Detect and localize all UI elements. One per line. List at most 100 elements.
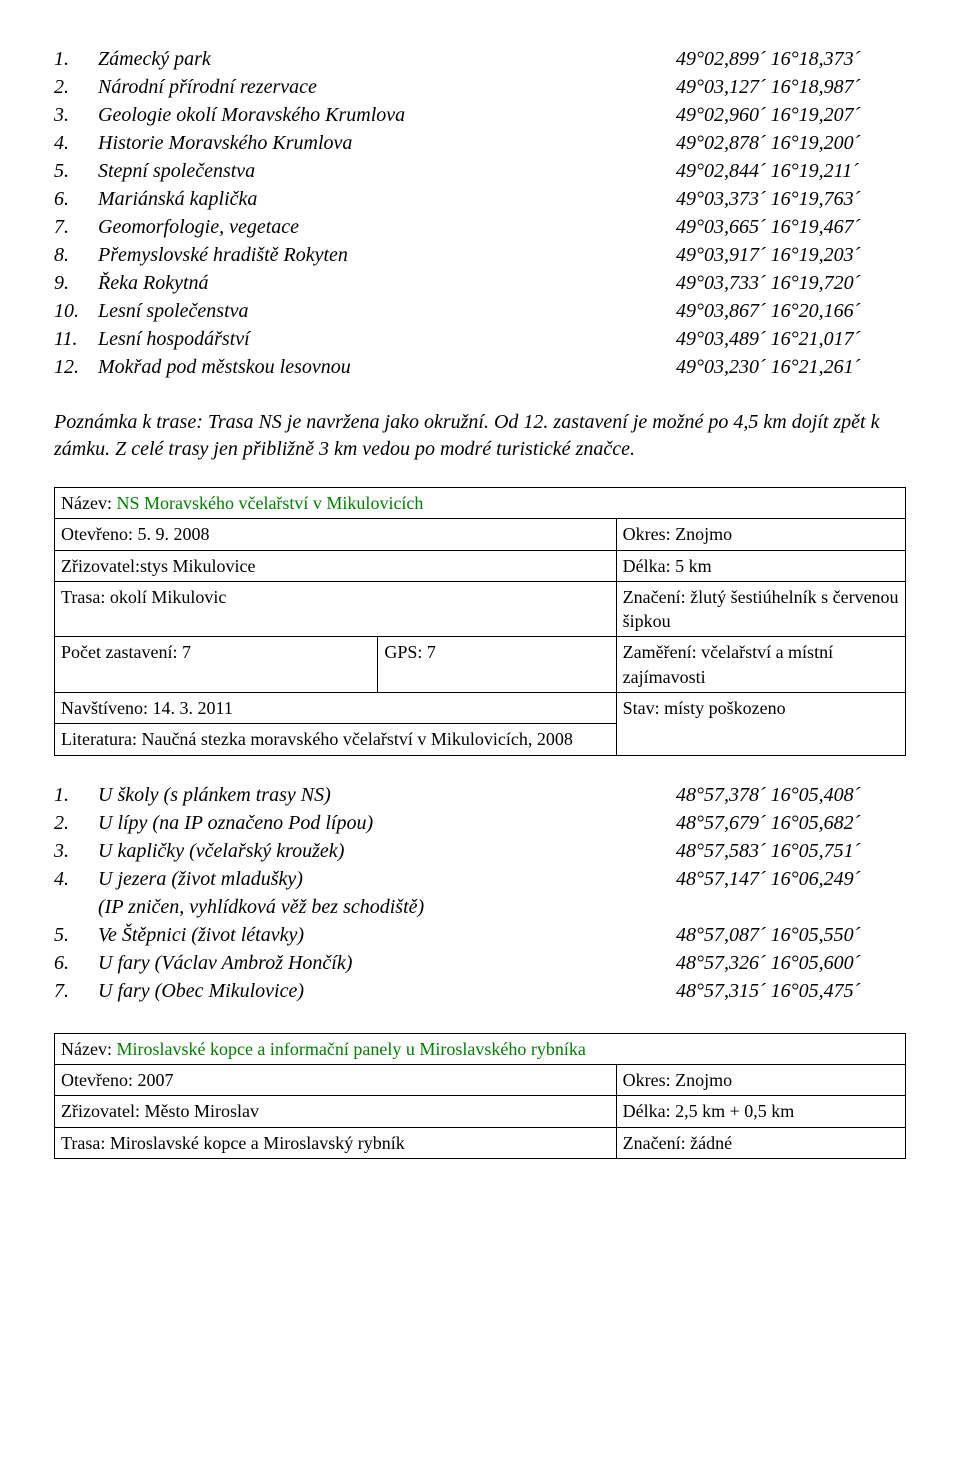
stop-coord: 49°02,899´ 16°18,373´	[676, 46, 906, 73]
stop-number: 7.	[54, 978, 98, 1005]
stop-row: 6.U fary (Václav Ambrož Hončík)48°57,326…	[54, 950, 906, 977]
stop-number	[54, 894, 98, 921]
cell-zamereni: Zaměření: včelařství a místní zajímavost…	[616, 637, 905, 693]
stop-number: 3.	[54, 838, 98, 865]
stop-number: 9.	[54, 270, 98, 297]
cell-gps: GPS: 7	[378, 637, 616, 693]
stop-label: U lípy (na IP označeno Pod lípou)	[98, 810, 676, 837]
stop-label: Stepní společenstva	[98, 158, 676, 185]
cell-trasa: Trasa: okolí Mikulovic	[55, 581, 617, 637]
stop-label: U jezera (život mladušky)	[98, 866, 676, 893]
stop-label: U školy (s plánkem trasy NS)	[98, 782, 676, 809]
stop-row: 10.Lesní společenstva49°03,867´ 16°20,16…	[54, 298, 906, 325]
stop-number: 6.	[54, 186, 98, 213]
stop-coord: 48°57,087´ 16°05,550´	[676, 922, 906, 949]
title-label: Název:	[61, 1039, 116, 1059]
stop-row: 7.Geomorfologie, vegetace49°03,665´ 16°1…	[54, 214, 906, 241]
stop-label: Geomorfologie, vegetace	[98, 214, 676, 241]
stop-coord: 49°03,373´ 16°19,763´	[676, 186, 906, 213]
stop-coord: 49°03,867´ 16°20,166´	[676, 298, 906, 325]
stop-label: Řeka Rokytná	[98, 270, 676, 297]
stop-number: 12.	[54, 354, 98, 381]
stop-row: 2.U lípy (na IP označeno Pod lípou)48°57…	[54, 810, 906, 837]
title-label: Název:	[61, 493, 116, 513]
title-name: NS Moravského včelařství v Mikulovicích	[116, 493, 423, 513]
stops-list-1: 1.Zámecký park49°02,899´ 16°18,373´2.Nár…	[54, 46, 906, 381]
stop-coord: 49°03,230´ 16°21,261´	[676, 354, 906, 381]
cell-okres: Okres: Znojmo	[616, 519, 905, 550]
stop-coord: 48°57,679´ 16°05,682´	[676, 810, 906, 837]
stop-number: 2.	[54, 74, 98, 101]
stop-label: U kapličky (včelařský kroužek)	[98, 838, 676, 865]
stop-row: 9.Řeka Rokytná49°03,733´ 16°19,720´	[54, 270, 906, 297]
stop-label: Národní přírodní rezervace	[98, 74, 676, 101]
cell-stav: Stav: místy poškozeno	[616, 693, 905, 756]
stop-label: Mokřad pod městskou lesovnou	[98, 354, 676, 381]
stop-row: 4.Historie Moravského Krumlova49°02,878´…	[54, 130, 906, 157]
stop-coord: 49°03,489´ 16°21,017´	[676, 326, 906, 353]
stop-row: 3.Geologie okolí Moravského Krumlova49°0…	[54, 102, 906, 129]
stop-coord: 49°03,733´ 16°19,720´	[676, 270, 906, 297]
info-table-2: Název: Miroslavské kopce a informační pa…	[54, 1033, 906, 1159]
row-title: Název: Miroslavské kopce a informační pa…	[55, 1033, 906, 1064]
stop-number: 8.	[54, 242, 98, 269]
stop-number: 7.	[54, 214, 98, 241]
stop-label: Mariánská kaplička	[98, 186, 676, 213]
stop-coord: 48°57,583´ 16°05,751´	[676, 838, 906, 865]
stop-number: 1.	[54, 46, 98, 73]
stop-row: 12.Mokřad pod městskou lesovnou49°03,230…	[54, 354, 906, 381]
stop-row: (IP zničen, vyhlídková věž bez schodiště…	[54, 894, 906, 921]
stop-number: 6.	[54, 950, 98, 977]
stop-coord: 49°02,878´ 16°19,200´	[676, 130, 906, 157]
stop-row: 5.Ve Štěpnici (život létavky)48°57,087´ …	[54, 922, 906, 949]
stop-coord: 48°57,378´ 16°05,408´	[676, 782, 906, 809]
stop-row: 4.U jezera (život mladušky)48°57,147´ 16…	[54, 866, 906, 893]
stop-number: 11.	[54, 326, 98, 353]
stop-row: 3.U kapličky (včelařský kroužek)48°57,58…	[54, 838, 906, 865]
stop-label: U fary (Obec Mikulovice)	[98, 978, 676, 1005]
cell-znaceni: Značení: žádné	[616, 1127, 905, 1158]
stop-row: 7.U fary (Obec Mikulovice)48°57,315´ 16°…	[54, 978, 906, 1005]
stop-label: Geologie okolí Moravského Krumlova	[98, 102, 676, 129]
stops-list-2: 1.U školy (s plánkem trasy NS)48°57,378´…	[54, 782, 906, 1005]
stop-number: 2.	[54, 810, 98, 837]
stop-row: 11.Lesní hospodářství49°03,489´ 16°21,01…	[54, 326, 906, 353]
cell-znaceni: Značení: žlutý šestiúhelník s červenou š…	[616, 581, 905, 637]
stop-label: Ve Štěpnici (život létavky)	[98, 922, 676, 949]
cell-zrizovatel: Zřizovatel: Město Miroslav	[55, 1096, 617, 1127]
cell-zrizovatel: Zřizovatel:stys Mikulovice	[55, 550, 617, 581]
cell-delka: Délka: 5 km	[616, 550, 905, 581]
stop-label: (IP zničen, vyhlídková věž bez schodiště…	[98, 894, 676, 921]
stop-label: Historie Moravského Krumlova	[98, 130, 676, 157]
stop-coord: 49°02,960´ 16°19,207´	[676, 102, 906, 129]
stop-number: 3.	[54, 102, 98, 129]
stop-number: 5.	[54, 158, 98, 185]
stop-coord: 49°03,665´ 16°19,467´	[676, 214, 906, 241]
stop-coord: 49°02,844´ 16°19,211´	[676, 158, 906, 185]
stop-row: 5.Stepní společenstva49°02,844´ 16°19,21…	[54, 158, 906, 185]
stop-row: 8.Přemyslovské hradiště Rokyten49°03,917…	[54, 242, 906, 269]
cell-opened: Otevřeno: 5. 9. 2008	[55, 519, 617, 550]
stop-coord: 48°57,315´ 16°05,475´	[676, 978, 906, 1005]
stop-label: Lesní společenstva	[98, 298, 676, 325]
stop-row: 2.Národní přírodní rezervace49°03,127´ 1…	[54, 74, 906, 101]
cell-navstiveno: Navštíveno: 14. 3. 2011	[55, 693, 617, 724]
cell-okres: Okres: Znojmo	[616, 1064, 905, 1095]
stop-label: Zámecký park	[98, 46, 676, 73]
stop-number: 5.	[54, 922, 98, 949]
stop-number: 4.	[54, 130, 98, 157]
cell-literatura: Literatura: Naučná stezka moravského vče…	[55, 724, 617, 755]
stop-row: 1.Zámecký park49°02,899´ 16°18,373´	[54, 46, 906, 73]
title-name: Miroslavské kopce a informační panely u …	[116, 1039, 585, 1059]
stop-label: Lesní hospodářství	[98, 326, 676, 353]
stop-number: 1.	[54, 782, 98, 809]
stop-number: 10.	[54, 298, 98, 325]
info-table-1: Název: NS Moravského včelařství v Mikulo…	[54, 487, 906, 756]
stop-row: 1.U školy (s plánkem trasy NS)48°57,378´…	[54, 782, 906, 809]
stop-row: 6.Mariánská kaplička49°03,373´ 16°19,763…	[54, 186, 906, 213]
stop-label: U fary (Václav Ambrož Hončík)	[98, 950, 676, 977]
stop-coord: 49°03,917´ 16°19,203´	[676, 242, 906, 269]
route-note-1: Poznámka k trase: Trasa NS je navržena j…	[54, 409, 906, 463]
stop-coord: 48°57,147´ 16°06,249´	[676, 866, 906, 893]
row-title: Název: NS Moravského včelařství v Mikulo…	[55, 488, 906, 519]
